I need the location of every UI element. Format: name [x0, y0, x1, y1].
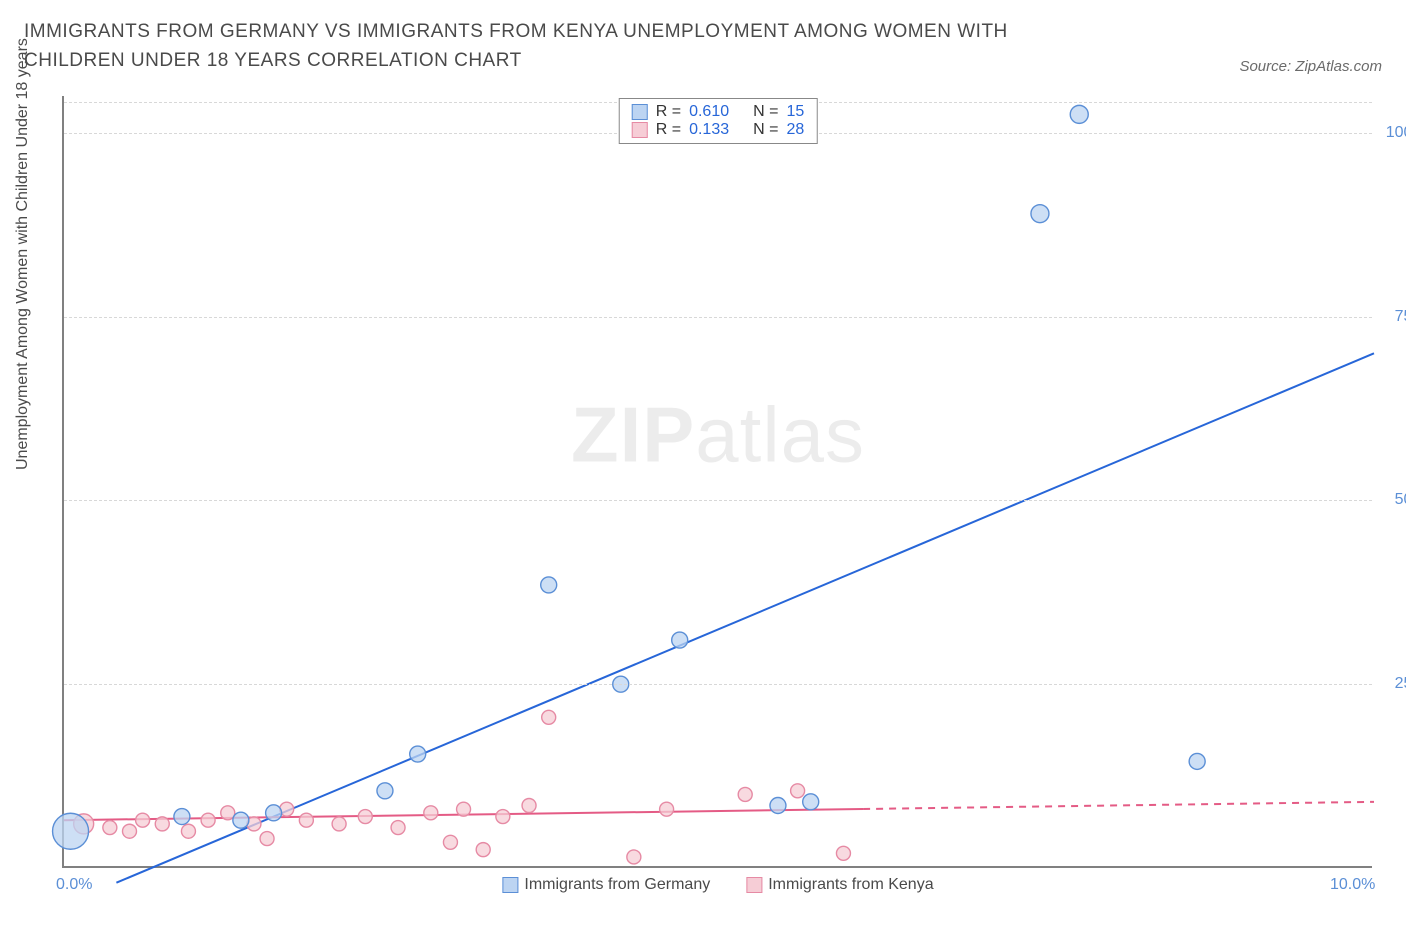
- chart-plot-area: ZIPatlas R = 0.610 N = 15 R = 0.133 N = …: [62, 96, 1372, 868]
- xtick-label: 0.0%: [56, 876, 92, 894]
- ytick-label: 50.0%: [1395, 491, 1406, 509]
- ytick-label: 25.0%: [1395, 675, 1406, 693]
- stats-row-kenya: R = 0.133 N = 28: [632, 121, 805, 139]
- r-label: R =: [656, 103, 681, 121]
- legend-label-germany: Immigrants from Germany: [524, 876, 710, 894]
- ytick-label: 100.0%: [1386, 124, 1406, 142]
- n-label: N =: [753, 103, 778, 121]
- y-axis-label: Unemployment Among Women with Children U…: [14, 38, 32, 470]
- legend-label-kenya: Immigrants from Kenya: [768, 876, 933, 894]
- scatter-svg: [64, 96, 1372, 866]
- ytick-label: 75.0%: [1395, 308, 1406, 326]
- gridline-h: [64, 317, 1372, 318]
- header: IMMIGRANTS FROM GERMANY VS IMMIGRANTS FR…: [0, 0, 1406, 83]
- n-value-kenya: 28: [786, 121, 804, 139]
- x-axis-legend: Immigrants from Germany Immigrants from …: [502, 876, 933, 894]
- source-attribution: Source: ZipAtlas.com: [1239, 58, 1382, 75]
- stats-swatch-kenya: [632, 122, 648, 138]
- legend-item-germany: Immigrants from Germany: [502, 876, 710, 894]
- legend-item-kenya: Immigrants from Kenya: [746, 876, 933, 894]
- gridline-h: [64, 500, 1372, 501]
- gridline-h: [64, 684, 1372, 685]
- r-value-germany: 0.610: [689, 103, 729, 121]
- r-value-kenya: 0.133: [689, 121, 729, 139]
- xtick-label: 10.0%: [1330, 876, 1375, 894]
- r-label: R =: [656, 121, 681, 139]
- legend-swatch-germany: [502, 877, 518, 893]
- n-label: N =: [753, 121, 778, 139]
- stats-row-germany: R = 0.610 N = 15: [632, 103, 805, 121]
- legend-swatch-kenya: [746, 877, 762, 893]
- n-value-germany: 15: [786, 103, 804, 121]
- stats-swatch-germany: [632, 104, 648, 120]
- correlation-stats-box: R = 0.610 N = 15 R = 0.133 N = 28: [619, 98, 818, 144]
- chart-title: IMMIGRANTS FROM GERMANY VS IMMIGRANTS FR…: [24, 18, 1104, 75]
